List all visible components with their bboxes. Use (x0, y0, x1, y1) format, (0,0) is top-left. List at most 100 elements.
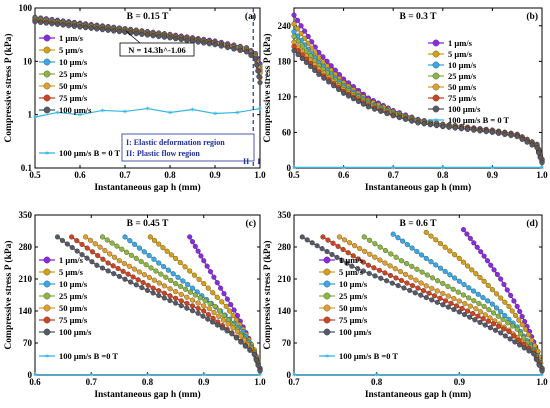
x-tick-label: 1.0 (536, 170, 548, 180)
series-point-5 (506, 329, 512, 335)
y-tick-label: 0.1 (21, 163, 33, 173)
series-point-3 (491, 310, 497, 316)
series-point-zero-field: ✶ (257, 105, 263, 113)
series-point-2 (418, 252, 425, 258)
series-point-3 (471, 298, 477, 304)
series-point-6 (94, 26, 100, 32)
x-tick-label: 0.9 (487, 170, 499, 180)
series-point-1 (516, 317, 522, 323)
series-point-4 (482, 312, 488, 318)
panel-title: B = 0.45 T (127, 219, 169, 229)
series-point-2 (423, 255, 429, 261)
series-point-3 (517, 331, 524, 337)
series-point-0 (474, 244, 480, 250)
series-point-3 (187, 289, 193, 295)
series-point-5 (355, 256, 361, 262)
series-point-1 (205, 285, 211, 291)
series-point-6 (407, 287, 413, 293)
series-point-1 (481, 278, 487, 284)
series-point-6 (156, 33, 162, 40)
series-point-2 (132, 241, 138, 247)
series-point-1 (177, 260, 183, 266)
series-point-6 (378, 108, 384, 114)
series-point-6 (116, 273, 122, 280)
series-point-3 (114, 243, 120, 249)
series-point-0 (484, 258, 490, 264)
series-point-5 (320, 234, 326, 240)
series-point-4 (238, 333, 244, 339)
series-point-5 (325, 237, 331, 243)
series-point-6 (487, 325, 493, 331)
series-point-2 (156, 260, 162, 266)
series-point-3 (216, 308, 223, 314)
series-point-3 (419, 269, 425, 275)
series-point-2 (480, 295, 486, 301)
series-point-6 (403, 116, 409, 122)
series-point-0 (231, 307, 237, 313)
legend-label: 100 μm/s (339, 327, 372, 337)
series-point-3 (429, 275, 436, 281)
series-point-5 (89, 249, 96, 255)
series-point-1 (191, 272, 197, 278)
series-point-6 (251, 351, 257, 357)
series-point-4 (347, 240, 353, 246)
series-point-2 (161, 264, 167, 270)
series-point-6 (421, 121, 427, 127)
series-point-4 (429, 285, 435, 291)
legend-swatch-marker (43, 34, 51, 42)
legend-label-zero-field: 100 μm/s B = 0 T (59, 148, 121, 158)
series-point-0 (234, 313, 241, 319)
legend-label: 1 μm/s (339, 255, 364, 265)
series-point-0 (207, 269, 214, 275)
legend-label: 25 μm/s (339, 291, 368, 301)
series-point-6 (233, 335, 239, 341)
series-point-6 (471, 127, 477, 133)
series-point-6 (412, 290, 418, 296)
legend-swatch-marker (43, 292, 51, 300)
series-point-zero-field: ✶ (77, 111, 83, 119)
series-point-zero-field: ✶ (374, 371, 380, 379)
series-point-3 (124, 249, 130, 255)
series-point-6 (524, 139, 530, 145)
x-tick-label: 0.6 (74, 170, 86, 180)
series-point-3 (445, 283, 451, 289)
series-point-4 (357, 245, 363, 252)
series-point-6 (77, 24, 83, 30)
series-point-1 (498, 295, 504, 301)
series-point-6 (74, 248, 80, 254)
series-point-2 (146, 253, 152, 259)
series-point-5 (398, 277, 405, 284)
legend-swatch-marker (43, 58, 51, 66)
series-point-4 (467, 303, 473, 309)
legend-label: 10 μm/s (448, 60, 477, 70)
series-point-2 (175, 274, 181, 280)
series-point-5 (382, 270, 388, 276)
series-point-6 (526, 348, 532, 354)
series-point-6 (529, 142, 535, 148)
series-point-6 (319, 246, 325, 252)
series-point-6 (304, 237, 310, 243)
legend-swatch-marker (43, 70, 51, 78)
series-point-1 (147, 234, 153, 240)
y-tick-label: 350 (278, 210, 292, 220)
series-point-6 (225, 45, 231, 51)
series-point-5 (431, 293, 438, 299)
series-point-zero-field: ✶ (291, 164, 297, 172)
legend-label: 75 μm/s (59, 93, 88, 103)
series-point-6 (105, 268, 111, 274)
series-point-0 (218, 285, 224, 291)
series-point-1 (219, 299, 225, 305)
series-point-1 (164, 248, 170, 254)
series-point-6 (336, 86, 342, 93)
series-point-5 (140, 280, 146, 286)
legend-swatch-marker (323, 256, 331, 264)
series-point-6 (395, 283, 401, 289)
series-point-2 (170, 271, 176, 277)
series-point-2 (442, 268, 448, 275)
series-point-1 (502, 299, 508, 305)
series-point-4 (392, 266, 398, 272)
region-legend-box (121, 133, 255, 162)
series-point-6 (99, 27, 106, 33)
series-point-5 (105, 260, 111, 266)
series-point-3 (388, 251, 394, 257)
